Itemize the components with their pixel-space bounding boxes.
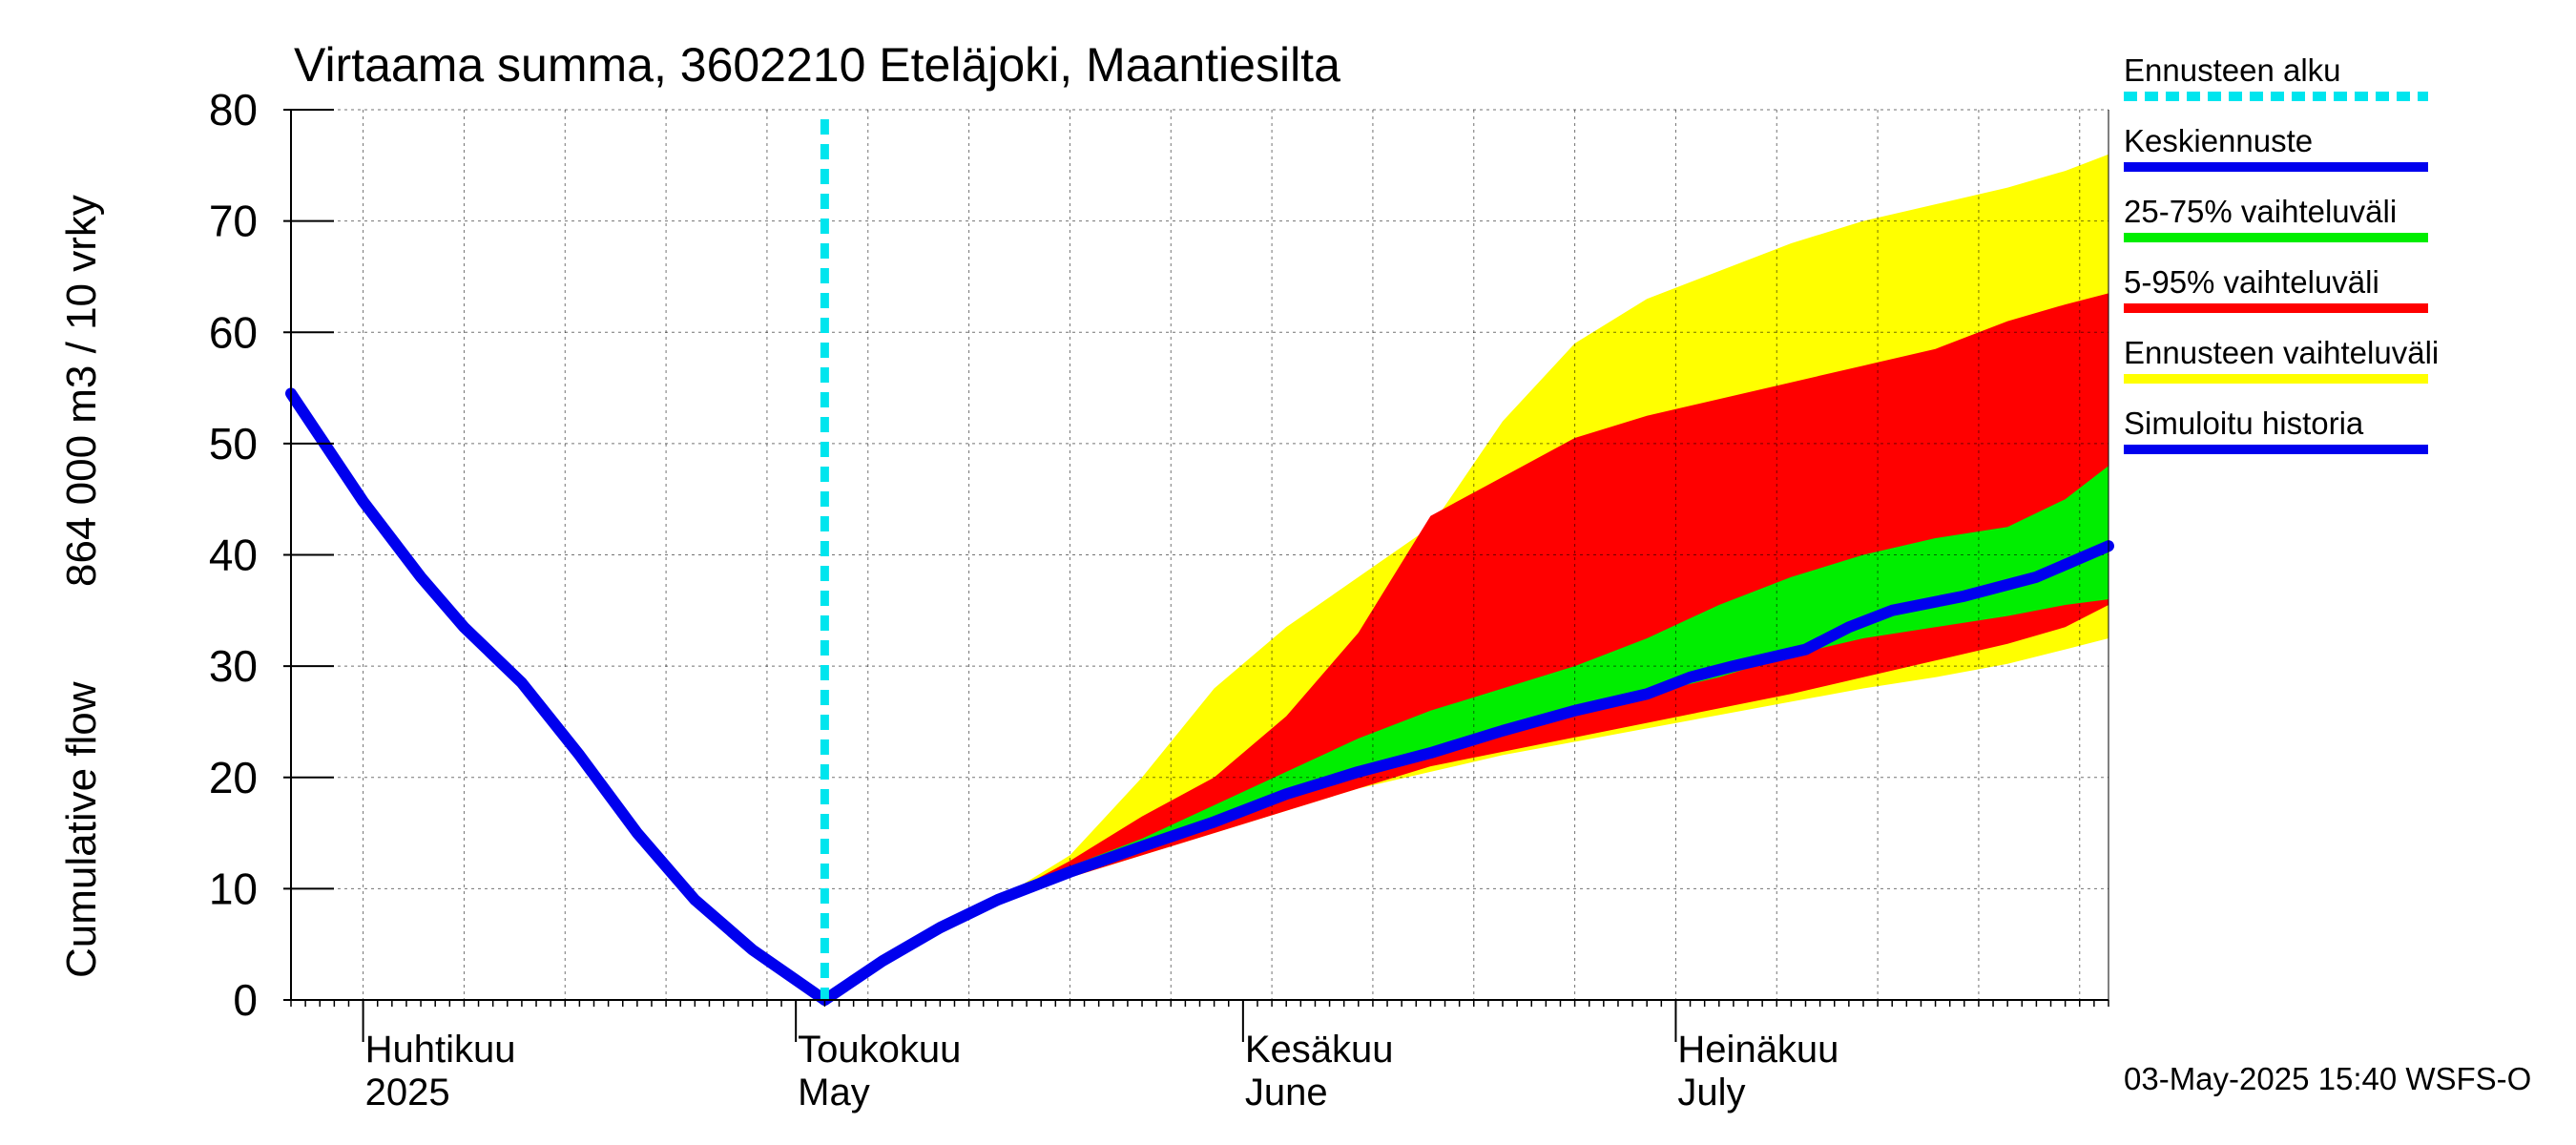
forecast-bands xyxy=(824,154,2109,1000)
y-tick-label: 80 xyxy=(209,85,258,135)
x-month-label-en: June xyxy=(1245,1072,1328,1114)
legend-label: 25-75% vaihteluväli xyxy=(2124,194,2397,229)
y-tick-label: 40 xyxy=(209,531,258,580)
timestamp: 03-May-2025 15:40 WSFS-O xyxy=(2124,1061,2531,1096)
legend-label: 5-95% vaihteluväli xyxy=(2124,264,2379,300)
y-tick-label: 30 xyxy=(209,641,258,691)
x-month-label-en: 2025 xyxy=(365,1072,450,1114)
y-tick-labels: 0 10 20 30 40 50 60 70 80 xyxy=(209,85,258,1025)
y-axis-label-left: Cumulative flow xyxy=(58,681,105,978)
band-5-95 xyxy=(824,293,2109,1000)
y-tick-label: 10 xyxy=(209,864,258,913)
legend-label: Ennusteen vaihteluväli xyxy=(2124,335,2439,370)
y-tick-label: 60 xyxy=(209,307,258,357)
y-tick-label: 50 xyxy=(209,419,258,468)
legend: Ennusteen alku Keskiennuste 25-75% vaihtel… xyxy=(2124,52,2439,454)
x-month-label-en: May xyxy=(798,1072,870,1114)
x-month-label-fi: Huhtikuu xyxy=(365,1029,516,1071)
x-month-label-fi: Kesäkuu xyxy=(1245,1029,1394,1071)
series-line-median xyxy=(819,540,2114,1006)
band-25-75 xyxy=(824,466,2109,1000)
legend-label: Keskiennuste xyxy=(2124,123,2313,158)
series-line-history xyxy=(285,387,831,1006)
y-tick-label: 20 xyxy=(209,753,258,802)
legend-label: Simuloitu historia xyxy=(2124,406,2364,441)
x-month-label-en: July xyxy=(1677,1072,1745,1114)
y-axis-label-right: 864 000 m3 / 10 vrky xyxy=(58,195,105,587)
series-lines xyxy=(285,119,2114,1006)
grid-lines xyxy=(291,109,2109,1000)
y-tick-label: 70 xyxy=(209,197,258,246)
chart-title: Virtaama summa, 3602210 Eteläjoki, Maant… xyxy=(294,38,1340,92)
y-tick-label: 0 xyxy=(233,975,258,1025)
x-month-label-fi: Heinäkuu xyxy=(1677,1029,1839,1071)
legend-label: Ennusteen alku xyxy=(2124,52,2341,88)
x-month-label-fi: Toukokuu xyxy=(798,1029,961,1071)
axes xyxy=(283,109,2109,1042)
